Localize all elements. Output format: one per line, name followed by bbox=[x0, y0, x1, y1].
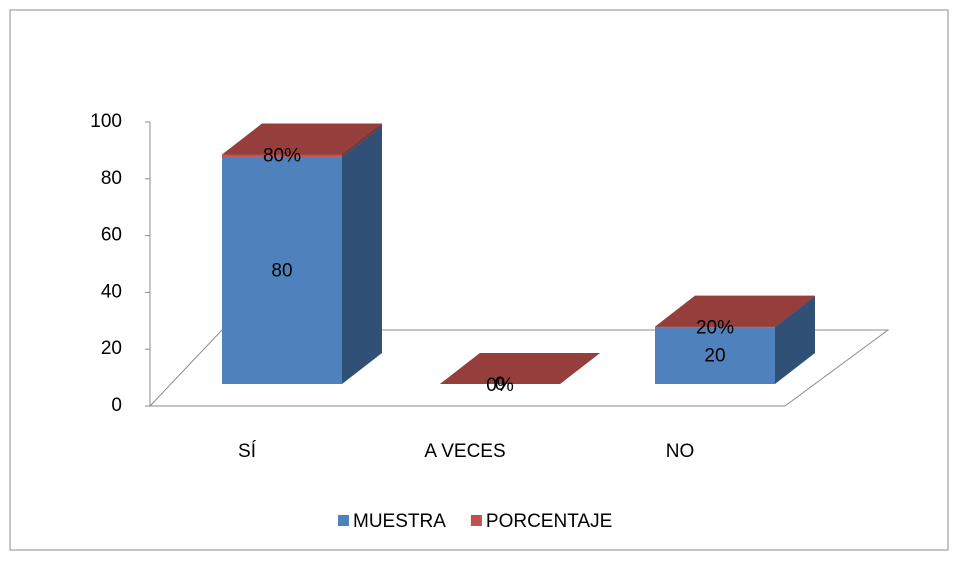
bar bbox=[222, 154, 342, 157]
bar-top bbox=[440, 353, 600, 384]
legend-label: PORCENTAJE bbox=[486, 511, 612, 532]
bar-side bbox=[342, 123, 382, 157]
legend-swatch bbox=[470, 515, 482, 526]
bar-side bbox=[775, 296, 815, 384]
data-label: 80% bbox=[263, 146, 301, 167]
bar bbox=[222, 156, 342, 384]
y-tick-label: 0 bbox=[111, 395, 122, 416]
y-tick-label: 100 bbox=[90, 111, 122, 132]
y-tick-label: 20 bbox=[101, 338, 122, 359]
bar-top bbox=[655, 295, 815, 327]
data-label: 20 bbox=[704, 346, 725, 367]
data-label: 0% bbox=[486, 375, 514, 396]
data-label: 80 bbox=[271, 260, 292, 281]
legend-swatch bbox=[338, 515, 349, 526]
x-tick-label: SÍ bbox=[238, 441, 257, 462]
y-tick-label: 60 bbox=[101, 225, 122, 246]
data-label: 0 bbox=[495, 374, 506, 395]
bar-side bbox=[775, 295, 815, 328]
bar-top bbox=[222, 123, 382, 155]
x-tick-label: A VECES bbox=[424, 441, 505, 462]
x-tick-label: NO bbox=[666, 441, 695, 462]
data-label: 20% bbox=[696, 318, 734, 339]
chart-border bbox=[9, 9, 949, 551]
y-tick-label: 80 bbox=[101, 168, 122, 189]
bar bbox=[655, 327, 775, 384]
bar bbox=[655, 326, 775, 328]
legend-label: MUESTRA bbox=[353, 511, 446, 532]
bar-side bbox=[342, 125, 382, 385]
y-tick-label: 40 bbox=[101, 281, 122, 302]
